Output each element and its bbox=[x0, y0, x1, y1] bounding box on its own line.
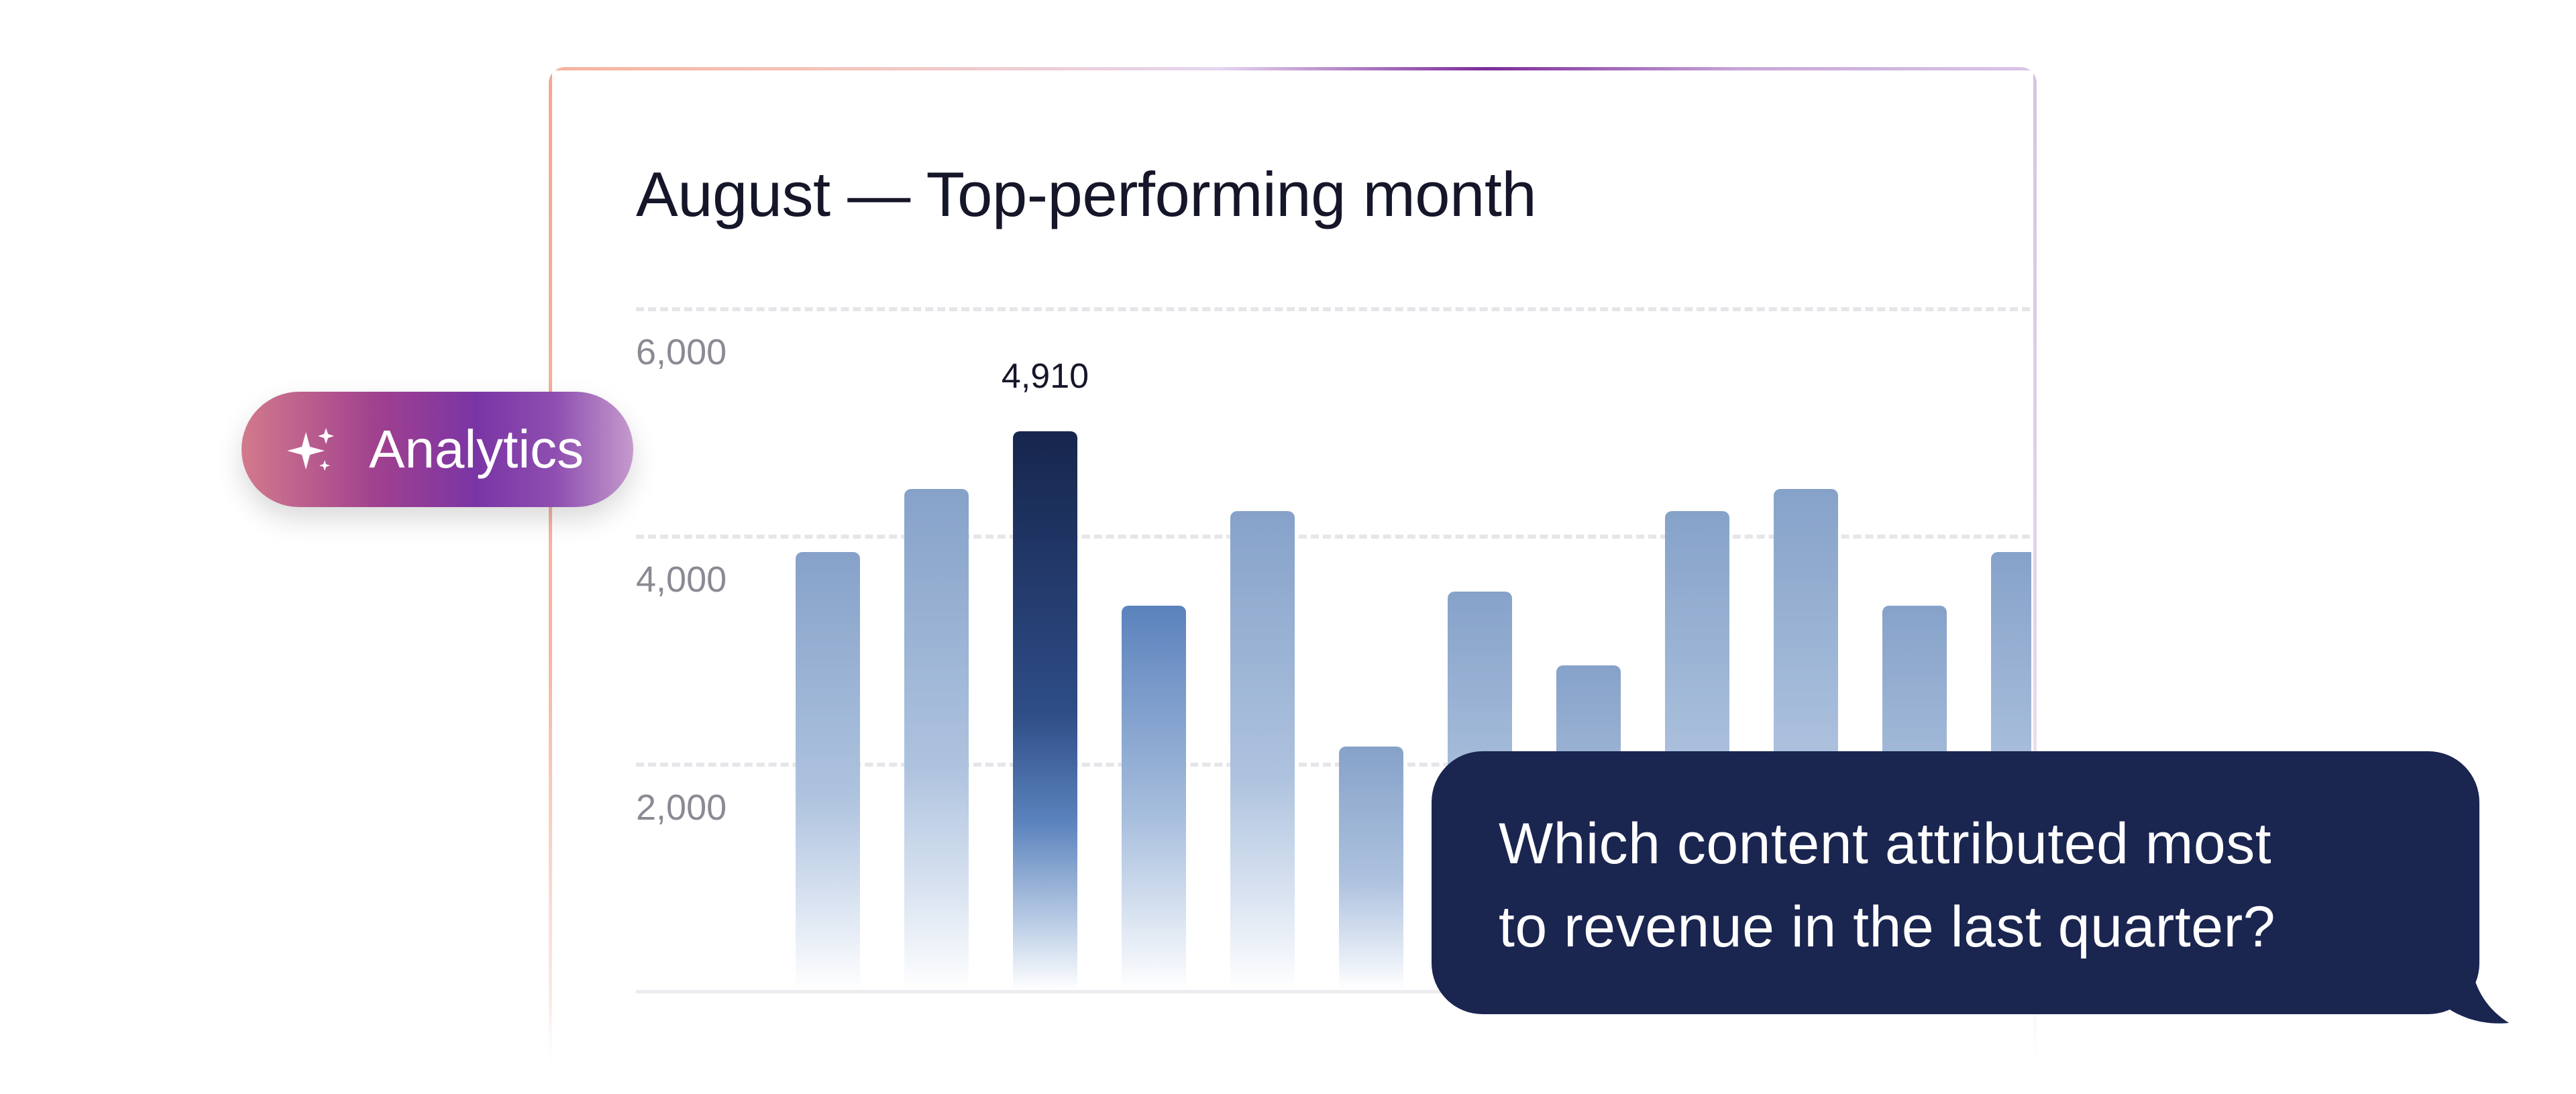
sparkles-icon bbox=[287, 428, 334, 471]
analytics-badge-label: Analytics bbox=[369, 419, 584, 479]
y-axis-tick-label: 2,000 bbox=[636, 787, 727, 828]
bottom-fade bbox=[523, 999, 2066, 1094]
analytics-badge[interactable]: Analytics bbox=[241, 392, 633, 507]
x-axis-baseline bbox=[636, 990, 2030, 993]
chat-message-line: to revenue in the last quarter? bbox=[1499, 895, 2276, 959]
bar-value-label: 4,910 bbox=[1001, 356, 1089, 396]
chat-message-line: Which content attributed most bbox=[1499, 812, 2272, 876]
chat-bubble-tail bbox=[2428, 939, 2509, 1024]
bar[interactable] bbox=[1230, 510, 1295, 990]
gridline bbox=[636, 535, 2030, 539]
gridline bbox=[636, 307, 2030, 311]
gridline bbox=[636, 762, 2030, 767]
y-axis-tick-label: 4,000 bbox=[636, 559, 727, 600]
y-axis-tick-label: 6,000 bbox=[636, 332, 727, 372]
chat-message-bubble: Which content attributed most to revenue… bbox=[1432, 751, 2479, 1014]
bar-highlighted[interactable] bbox=[1013, 431, 1077, 990]
bar[interactable] bbox=[1122, 605, 1186, 990]
chart-title: August — Top-performing month bbox=[636, 159, 1537, 229]
bar[interactable] bbox=[796, 551, 860, 990]
bar[interactable] bbox=[904, 489, 969, 990]
bar[interactable] bbox=[1339, 746, 1403, 990]
